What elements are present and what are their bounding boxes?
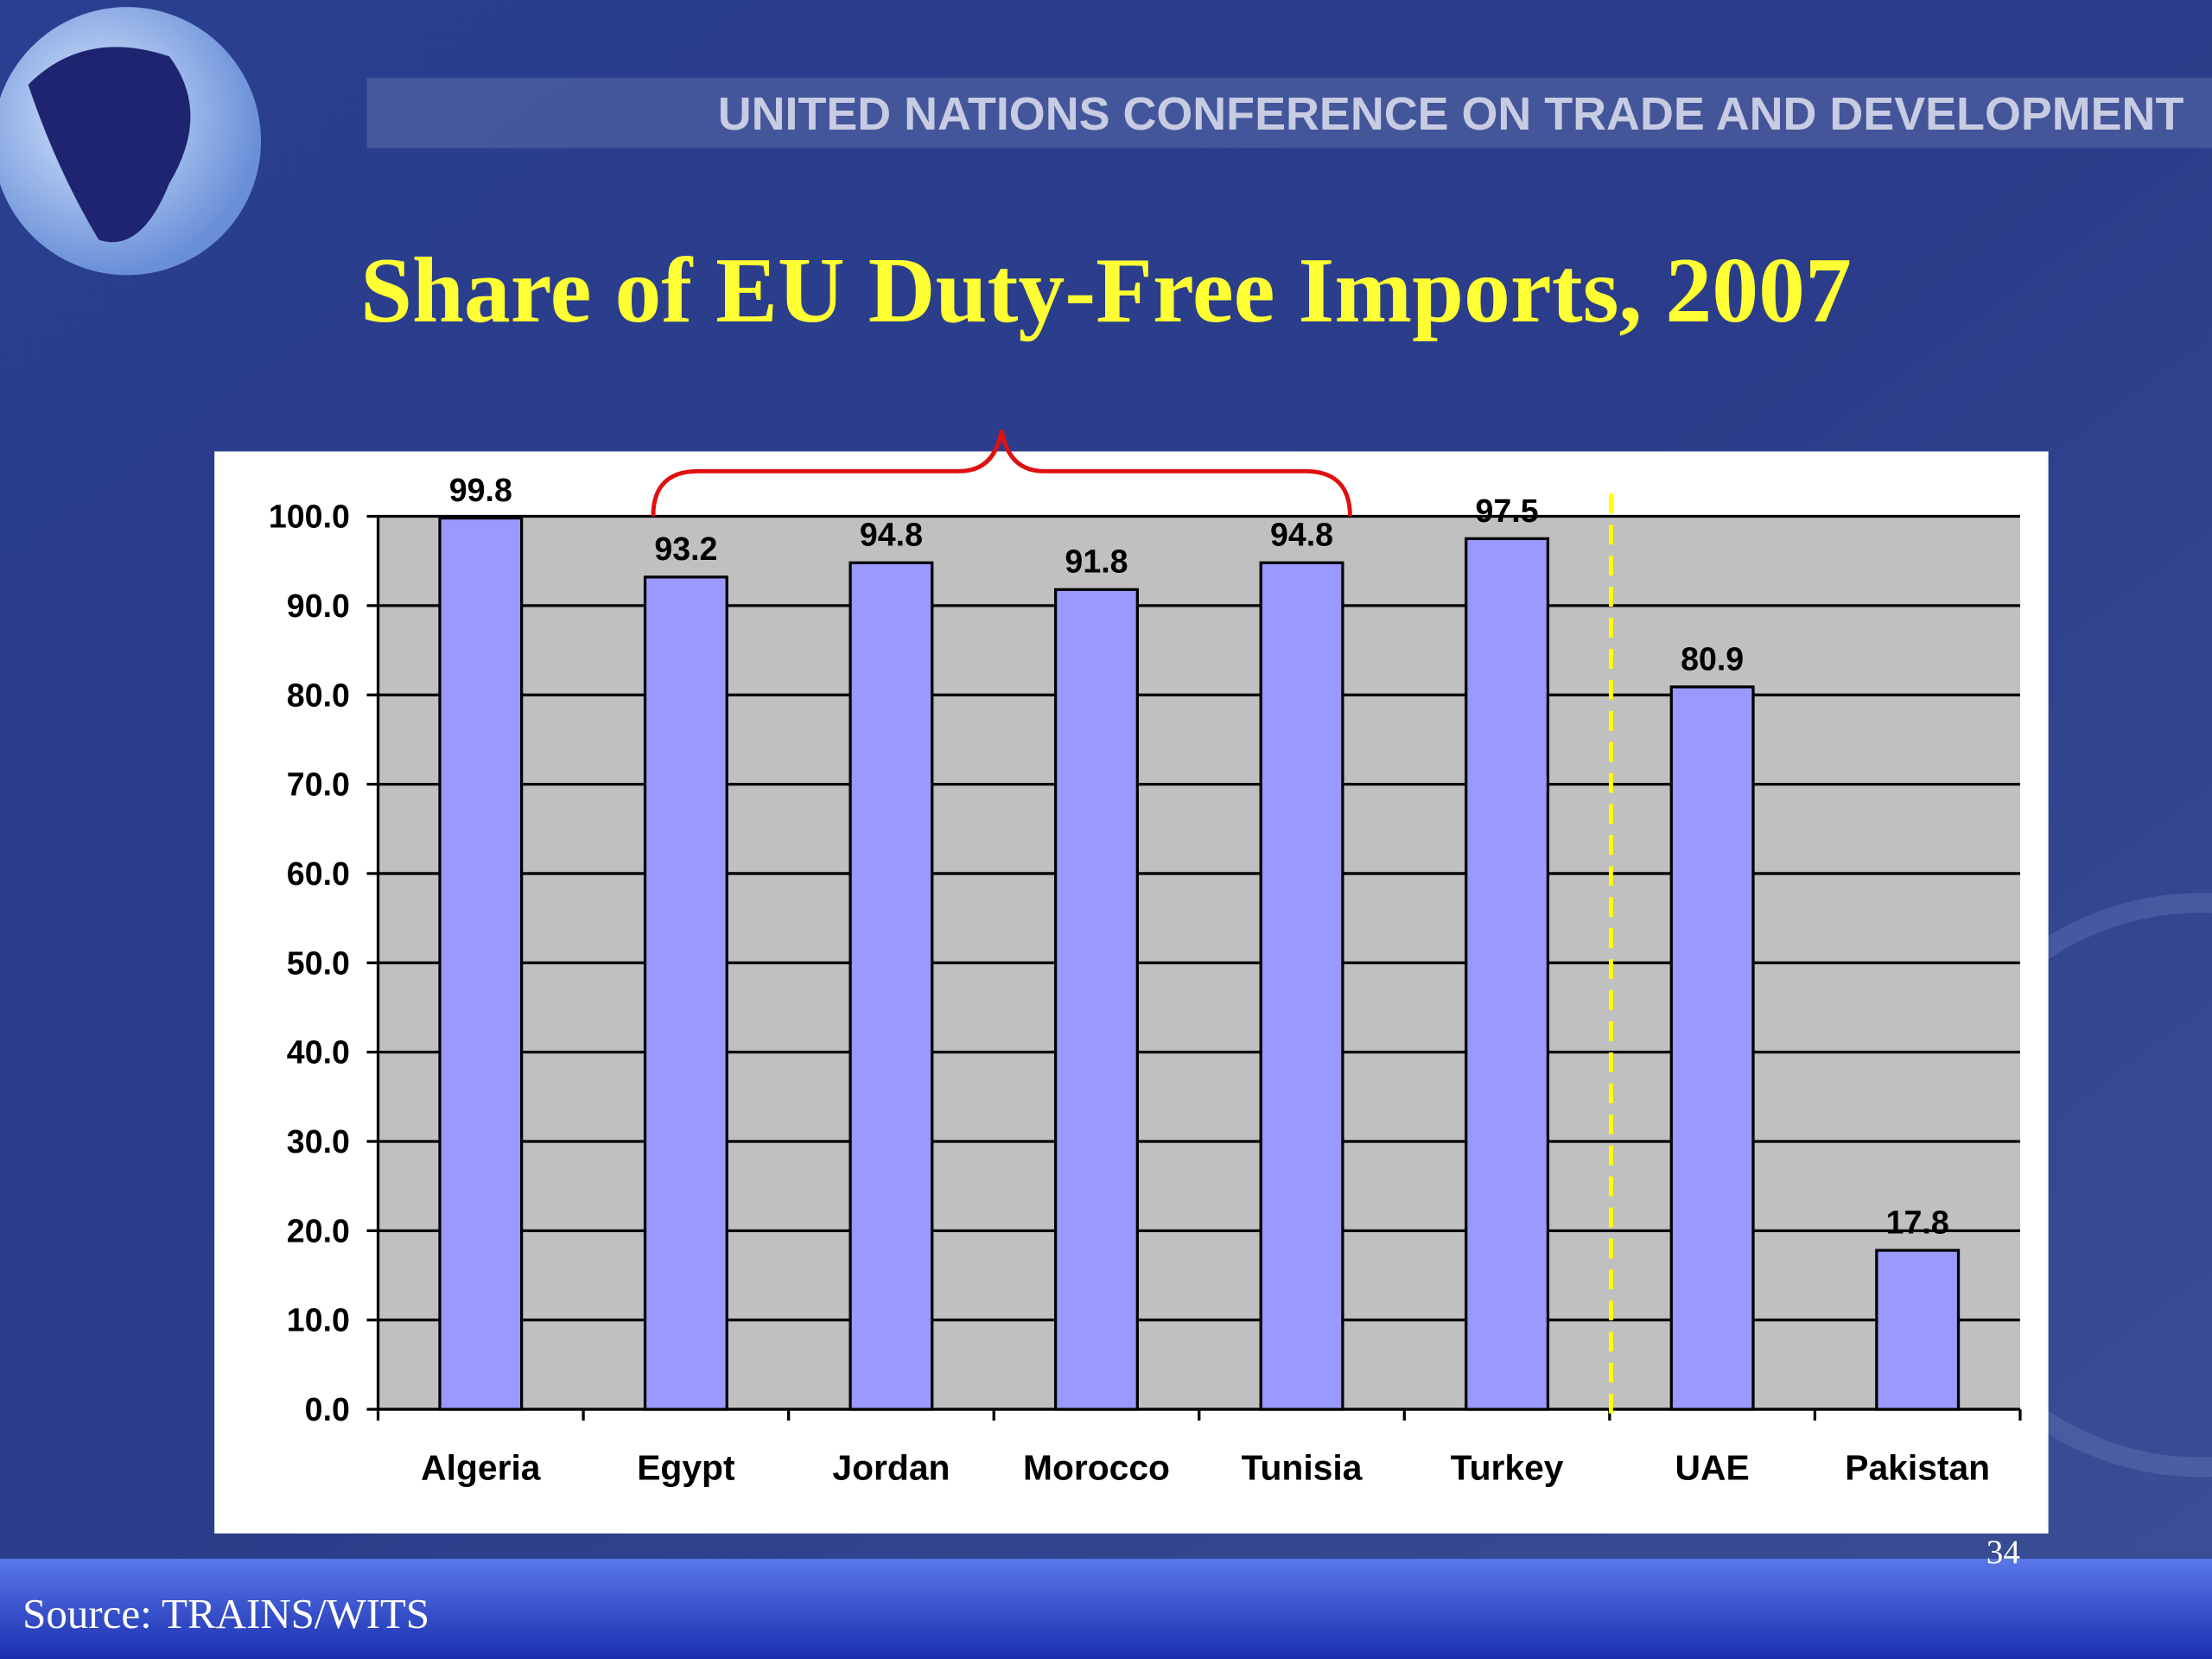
y-tick-label: 80.0 <box>287 677 350 713</box>
y-tick-label: 30.0 <box>287 1123 350 1160</box>
plot: 0.0 10.0 20.0 30.0 40.0 50.0 60.0 70.0 80.0 90.0 1… <box>269 472 2022 1488</box>
x-tick-label: Morocco <box>1023 1448 1170 1488</box>
globe-land <box>28 47 191 243</box>
y-tick-label: 0.0 <box>305 1391 350 1427</box>
bar <box>643 575 728 1411</box>
y-tick-label: 20.0 <box>287 1212 350 1249</box>
bar <box>849 561 934 1411</box>
x-tick-label: UAE <box>1675 1448 1750 1488</box>
x-tick-label: Algeria <box>421 1448 541 1488</box>
value-label: 91.8 <box>1065 543 1128 580</box>
x-tick-label: Jordan <box>832 1448 950 1488</box>
y-tick-label: 40.0 <box>287 1034 350 1071</box>
value-label: 99.8 <box>449 472 512 508</box>
bar <box>1875 1249 1961 1411</box>
header: UNITED NATIONS CONFERENCE ON TRADE AND D… <box>718 88 2184 140</box>
bar <box>1465 537 1550 1411</box>
footer-band <box>0 1559 2212 1659</box>
y-tick-label: 100.0 <box>269 499 350 535</box>
x-tick-label: Pakistan <box>1845 1448 1990 1488</box>
y-tick-label: 90.0 <box>287 588 350 624</box>
x-tick-label: Tunisia <box>1242 1448 1363 1488</box>
source: Source: TRAINS/WITS <box>22 1590 429 1637</box>
y-tick-label: 10.0 <box>287 1302 350 1338</box>
x-tick-label: Turkey <box>1451 1448 1564 1488</box>
y-tick-label: 50.0 <box>287 944 350 981</box>
value-label: 97.5 <box>1476 493 1539 529</box>
value-label: 17.8 <box>1886 1204 1949 1240</box>
bar <box>1259 561 1344 1411</box>
value-label: 94.8 <box>860 517 923 553</box>
x-tick-label: Egypt <box>637 1448 735 1488</box>
bar <box>438 516 524 1411</box>
header-band <box>366 77 2212 149</box>
value-label: 94.8 <box>1270 517 1333 553</box>
bar <box>1054 588 1139 1411</box>
value-label: 93.2 <box>654 531 717 567</box>
bar <box>1669 685 1755 1411</box>
y-tick-label: 70.0 <box>287 766 350 803</box>
page-number: 34 <box>1986 1534 2020 1571</box>
y-tick-label: 60.0 <box>287 855 350 892</box>
chart-title: Share of EU Duty-Free Imports, 2007 <box>360 239 1852 342</box>
bracket <box>651 429 1352 517</box>
value-label: 80.9 <box>1681 640 1744 677</box>
